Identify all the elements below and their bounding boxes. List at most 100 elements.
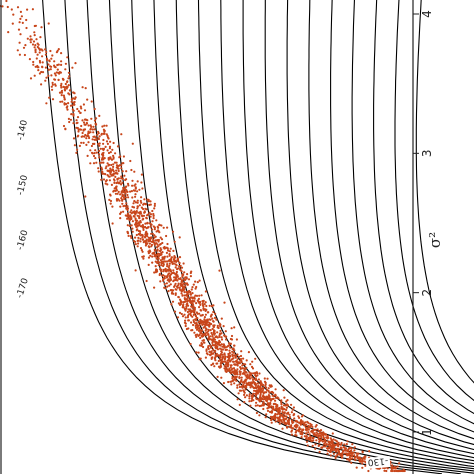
sample-point <box>254 357 257 360</box>
sample-point <box>54 83 57 86</box>
sample-point <box>85 143 88 146</box>
sample-point <box>218 355 221 358</box>
sample-point <box>324 440 327 443</box>
sample-point <box>238 376 241 380</box>
sample-point <box>184 316 187 319</box>
sample-point <box>230 327 233 330</box>
sample-point <box>208 318 211 321</box>
sample-point <box>259 396 262 399</box>
sample-point <box>292 414 295 417</box>
sample-point <box>53 72 57 75</box>
sample-point <box>44 66 48 69</box>
sample-point <box>363 460 366 463</box>
sample-point <box>136 228 139 231</box>
sample-point <box>320 435 323 438</box>
sample-point <box>227 369 230 372</box>
sample-point <box>121 195 124 198</box>
sample-point <box>80 141 83 144</box>
sample-point <box>77 110 80 113</box>
sample-point <box>156 248 159 251</box>
sample-point <box>274 394 277 397</box>
sample-point <box>225 338 228 341</box>
sample-point <box>36 42 39 45</box>
sample-point <box>204 356 207 359</box>
sample-point <box>339 443 342 446</box>
sample-point <box>129 235 132 238</box>
sample-point <box>181 315 185 318</box>
sample-point <box>280 405 283 408</box>
sample-point <box>125 170 128 173</box>
sample-point <box>105 165 108 168</box>
sample-point <box>169 247 172 250</box>
sample-point <box>229 372 232 375</box>
sample-point <box>265 395 268 398</box>
sample-point <box>286 403 289 406</box>
sample-point <box>368 450 371 453</box>
sample-point <box>297 415 300 418</box>
sample-point <box>115 161 118 164</box>
sample-point <box>275 405 278 408</box>
sample-point <box>312 436 315 439</box>
sample-point <box>186 273 189 276</box>
sample-point <box>76 107 79 111</box>
y-tick-label: 1 <box>420 428 434 436</box>
sample-point <box>81 131 84 135</box>
contour-line <box>415 0 474 384</box>
sample-point <box>353 446 356 449</box>
sample-point <box>239 359 242 362</box>
sample-point <box>155 242 158 245</box>
sample-point <box>161 258 164 261</box>
sample-point <box>268 405 271 408</box>
sample-point <box>229 346 232 349</box>
sample-point <box>166 260 169 263</box>
sample-point <box>169 283 172 286</box>
sample-point <box>149 225 152 228</box>
sample-point <box>185 298 188 301</box>
sample-point <box>153 202 156 205</box>
sample-point <box>121 202 124 205</box>
sample-point <box>82 121 86 124</box>
sample-point <box>306 420 309 423</box>
sample-point <box>198 327 201 330</box>
sample-point <box>190 288 193 291</box>
sample-point <box>242 357 245 360</box>
sample-point <box>186 295 189 298</box>
sample-point <box>246 373 249 376</box>
sample-point <box>189 275 192 278</box>
sample-point <box>218 366 221 369</box>
sample-point <box>149 254 152 257</box>
sample-point <box>130 236 133 239</box>
sample-point <box>195 302 198 305</box>
sample-point <box>322 445 325 448</box>
sample-point <box>194 287 197 290</box>
sample-point <box>199 322 202 325</box>
sample-point <box>178 303 182 306</box>
sample-point <box>139 225 143 228</box>
sample-point <box>239 381 242 384</box>
sample-point <box>218 341 222 344</box>
sample-point <box>259 389 262 392</box>
sample-point <box>335 440 338 443</box>
sample-point <box>180 270 183 273</box>
sample-point <box>205 349 208 352</box>
sample-point <box>350 451 353 454</box>
sample-point <box>140 173 143 176</box>
sample-point <box>153 286 156 289</box>
sample-point <box>227 380 230 384</box>
sample-point <box>108 179 111 182</box>
sample-point <box>290 424 293 427</box>
sample-point <box>184 278 187 281</box>
sample-point <box>98 114 101 117</box>
sample-point <box>328 446 331 449</box>
sample-point <box>10 8 13 11</box>
sample-point <box>163 282 166 286</box>
sample-point <box>97 170 100 173</box>
sample-point <box>166 247 169 250</box>
sample-point <box>231 357 234 360</box>
sample-point <box>305 423 308 426</box>
sample-point <box>204 309 207 312</box>
sample-point <box>200 314 203 317</box>
sample-point <box>282 404 286 407</box>
sample-point <box>228 359 231 363</box>
